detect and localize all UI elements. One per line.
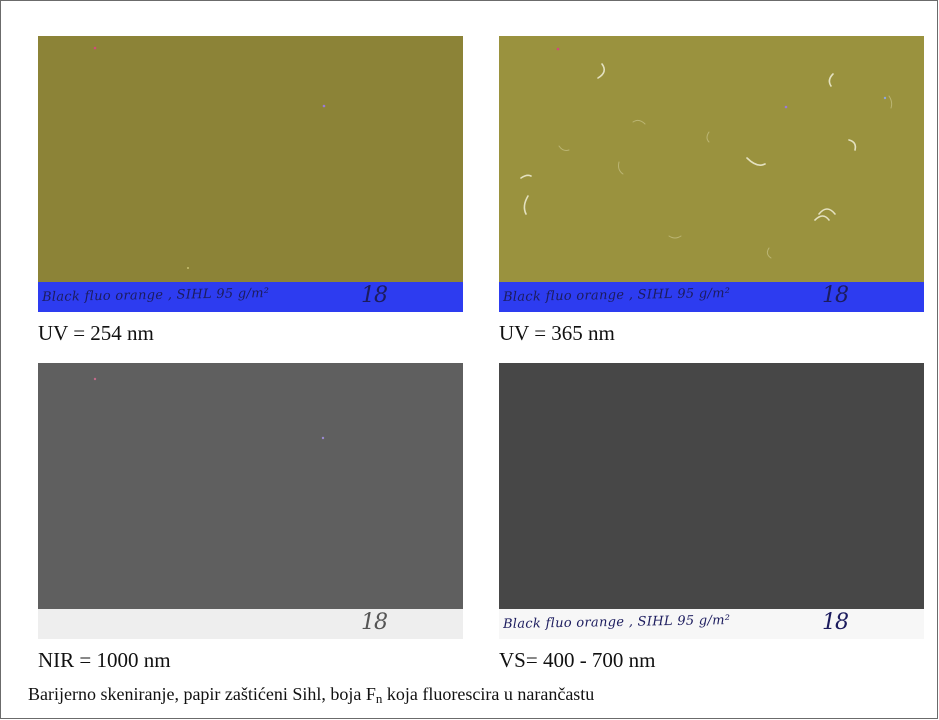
caption-vs: VS= 400 - 700 nm: [499, 648, 656, 672]
strip-sample-number: 18: [822, 610, 849, 635]
figure-caption-text-end: koja fluorescira u narančastu: [382, 684, 595, 704]
label-strip: Black fluo orange , SIHL 95 g/m² 18: [499, 282, 924, 312]
caption-nir-1000: NIR = 1000 nm: [38, 648, 171, 672]
scan-photo-nir-1000: [38, 363, 463, 639]
strip-sample-number: 18: [822, 283, 849, 308]
scan-photo-uv-365: [499, 36, 924, 312]
scan-image-uv-254: Black fluo orange , SIHL 95 g/m² 18: [38, 36, 463, 312]
figure-caption-text: Barijerno skeniranje, papir zaštićeni Si…: [28, 684, 376, 704]
figure-caption: Barijerno skeniranje, papir zaštićeni Si…: [28, 684, 594, 707]
label-strip: 18: [38, 609, 463, 639]
scan-photo-vs: [499, 363, 924, 639]
caption-uv-254: UV = 254 nm: [38, 321, 154, 345]
caption-uv-365: UV = 365 nm: [499, 321, 615, 345]
strip-sample-number: 18: [361, 610, 388, 635]
scan-image-vs: Black fluo orange , SIHL 95 g/m² 18: [499, 363, 924, 639]
figure-caption-subscript: n: [375, 691, 383, 706]
label-strip: Black fluo orange , SIHL 95 g/m² 18: [38, 282, 463, 312]
label-strip: Black fluo orange , SIHL 95 g/m² 18: [499, 609, 924, 639]
strip-sample-number: 18: [361, 283, 388, 308]
scan-image-nir-1000: 18: [38, 363, 463, 639]
strip-handwritten-label: Black fluo orange , SIHL 95 g/m²: [502, 286, 731, 305]
scan-photo-uv-254: [38, 36, 463, 312]
strip-handwritten-label: Black fluo orange , SIHL 95 g/m²: [502, 613, 731, 632]
scan-image-uv-365: Black fluo orange , SIHL 95 g/m² 18: [499, 36, 924, 312]
strip-handwritten-label: Black fluo orange , SIHL 95 g/m²: [41, 286, 270, 305]
